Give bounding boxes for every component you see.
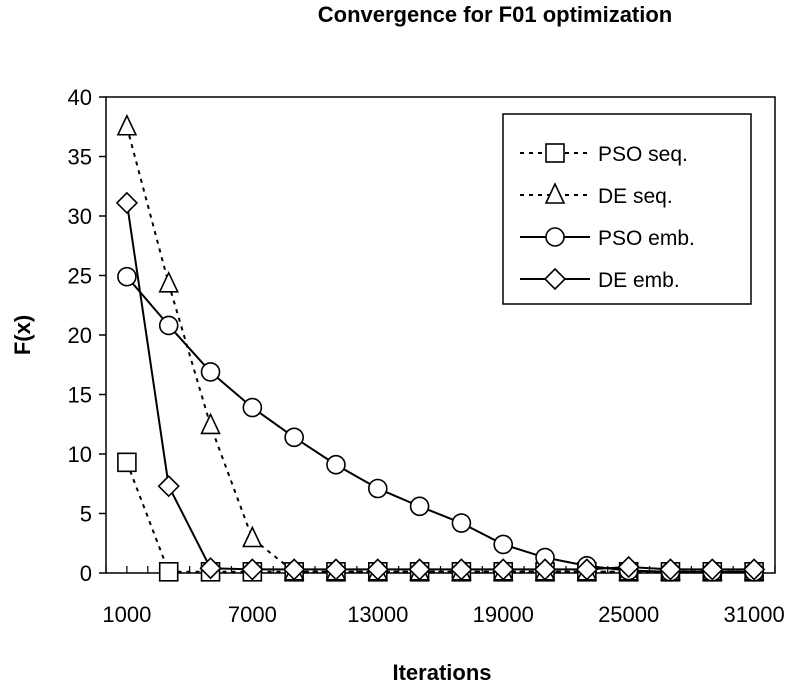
legend-label-de-emb: DE emb. xyxy=(598,269,680,292)
legend-marker-de-emb xyxy=(543,267,567,291)
x-tick-label: 1000 xyxy=(102,602,151,627)
data-point-de-emb xyxy=(450,558,473,581)
x-tick-label: 25000 xyxy=(598,602,659,627)
y-axis-label: F(x) xyxy=(10,315,35,355)
data-point-de-emb xyxy=(742,558,766,581)
series-layer xyxy=(115,113,766,582)
data-point-pso-emb xyxy=(117,266,137,287)
y-tick-label: 35 xyxy=(68,145,92,170)
legend-box xyxy=(502,113,752,305)
y-tick-label: 15 xyxy=(68,383,92,408)
data-point-de-emb xyxy=(408,558,431,581)
data-point-pso-emb xyxy=(409,496,430,517)
data-point-de-emb xyxy=(617,555,640,579)
x-tick-label: 19000 xyxy=(473,602,534,627)
chart-title: Convergence for F01 optimization xyxy=(318,2,673,27)
data-point-de-emb xyxy=(199,557,222,580)
legend-marker-pso-emb xyxy=(545,227,565,247)
data-point-pso-seq xyxy=(158,562,179,582)
y-tick-label: 25 xyxy=(68,264,92,289)
data-point-pso-emb xyxy=(451,513,472,533)
y-tick-label: 40 xyxy=(68,85,92,110)
y-tick-label: 5 xyxy=(80,502,92,527)
data-point-de-seq xyxy=(200,412,221,435)
data-point-de-seq xyxy=(116,113,138,136)
data-point-pso-emb xyxy=(242,397,263,418)
data-point-pso-emb xyxy=(493,534,514,555)
data-point-de-emb xyxy=(366,558,389,581)
x-tick-label: 31000 xyxy=(724,602,785,627)
data-point-de-emb xyxy=(701,558,724,581)
legend-marker-pso-seq xyxy=(545,143,565,163)
data-point-de-emb xyxy=(659,558,682,581)
data-point-de-emb xyxy=(157,474,180,498)
legend-label-pso-seq: PSO seq. xyxy=(598,143,688,166)
data-point-de-emb xyxy=(492,558,515,581)
data-point-pso-emb xyxy=(284,427,304,448)
x-tick-label: 13000 xyxy=(347,602,408,627)
y-axis: 0 5 10 15 20 25 30 35 40 xyxy=(68,85,106,586)
data-point-pso-emb xyxy=(326,454,346,475)
data-point-de-emb xyxy=(324,558,348,581)
data-point-de-seq xyxy=(242,525,263,548)
series-line-pso-emb xyxy=(126,276,755,573)
data-point-de-emb xyxy=(241,558,264,581)
legend-marker-de-seq xyxy=(544,182,566,204)
y-tick-label: 10 xyxy=(68,442,92,467)
series-line-de-emb xyxy=(125,202,755,571)
data-point-pso-emb xyxy=(200,362,221,382)
legend-label-de-seq: DE seq. xyxy=(598,185,673,208)
y-tick-label: 20 xyxy=(68,323,92,348)
legend: PSO seq. DE seq. PSO emb. DE emb. xyxy=(502,113,752,305)
data-point-de-seq xyxy=(158,270,179,293)
data-point-pso-seq xyxy=(117,452,137,473)
data-point-de-emb xyxy=(575,558,598,581)
data-point-de-emb xyxy=(533,558,557,581)
data-point-pso-emb xyxy=(367,478,388,499)
data-point-de-emb xyxy=(283,558,306,581)
legend-label-pso-emb: PSO emb. xyxy=(598,227,695,250)
data-point-de-emb xyxy=(115,191,139,215)
series-de-emb xyxy=(115,191,766,581)
x-tick-label: 7000 xyxy=(228,602,277,627)
y-tick-label: 0 xyxy=(80,561,92,586)
y-tick-label: 30 xyxy=(68,204,92,229)
series-pso-emb xyxy=(117,266,764,582)
x-axis-label: Iterations xyxy=(392,660,491,685)
data-point-pso-emb xyxy=(158,315,179,336)
